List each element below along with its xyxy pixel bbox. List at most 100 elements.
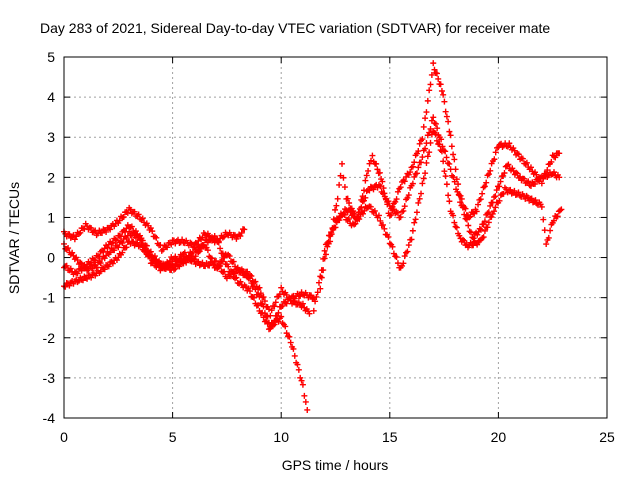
data-point	[492, 204, 499, 211]
axis-ticks: 0 5 10 15 20 25 -4 -3 -2 -1 0 1 2 3 4 5	[43, 49, 615, 445]
data-point	[484, 224, 491, 231]
data-point	[407, 169, 414, 176]
data-point	[469, 234, 476, 241]
plot-frame	[63, 56, 608, 419]
data-point	[419, 180, 426, 187]
data-point	[99, 229, 106, 236]
data-point	[259, 309, 266, 316]
data-point	[506, 140, 513, 147]
data-point	[107, 226, 114, 233]
data-point	[134, 239, 141, 246]
data-point	[97, 260, 104, 267]
data-point	[135, 211, 142, 218]
data-point	[377, 183, 384, 190]
data-point	[430, 60, 437, 67]
data-point	[381, 225, 388, 232]
data-point	[265, 306, 272, 313]
data-point	[438, 88, 445, 95]
data-point	[492, 149, 499, 156]
data-point	[390, 206, 397, 213]
data-point	[274, 312, 281, 319]
data-point	[401, 253, 408, 260]
data-point	[457, 199, 464, 206]
y-tick-label: 4	[47, 89, 55, 105]
data-point	[260, 314, 267, 321]
data-point	[283, 291, 290, 298]
data-point	[408, 236, 415, 243]
data-point	[483, 179, 490, 186]
data-point	[505, 161, 512, 168]
data-point	[146, 253, 153, 260]
data-point	[278, 284, 285, 291]
data-point	[204, 247, 211, 254]
data-point	[467, 229, 474, 236]
data-point	[195, 258, 202, 265]
data-point	[401, 178, 408, 185]
data-point	[63, 262, 70, 269]
data-point	[388, 211, 395, 218]
data-point	[101, 245, 108, 252]
data-point	[413, 209, 420, 216]
data-point	[147, 225, 154, 232]
data-point	[385, 233, 392, 240]
data-point	[453, 224, 460, 231]
data-point	[181, 249, 188, 256]
data-point	[536, 178, 543, 185]
data-point	[545, 172, 552, 179]
data-point	[477, 196, 484, 203]
data-point	[336, 217, 343, 224]
data-point	[137, 232, 144, 239]
data-point	[440, 91, 447, 98]
data-point	[415, 199, 422, 206]
data-point	[132, 228, 139, 235]
data-point	[389, 243, 396, 250]
data-point	[371, 207, 378, 214]
data-point	[442, 108, 449, 115]
data-point	[241, 226, 248, 233]
data-point	[370, 186, 377, 193]
series-trace-e	[310, 60, 563, 314]
grid	[64, 57, 607, 418]
data-point	[131, 208, 138, 215]
data-point	[446, 160, 453, 167]
data-point	[500, 190, 507, 197]
data-point	[478, 226, 485, 233]
data-point	[491, 208, 498, 215]
series-trace-f	[317, 114, 563, 292]
data-point	[366, 187, 373, 194]
data-point	[233, 274, 240, 281]
data-point	[442, 173, 449, 180]
data-point	[310, 307, 317, 314]
x-tick-label: 15	[382, 429, 398, 445]
data-point	[327, 238, 334, 245]
chart-title: Day 283 of 2021, Sidereal Day-to-day VTE…	[40, 20, 550, 36]
data-point	[463, 216, 470, 223]
data-point	[460, 236, 467, 243]
data-point	[341, 211, 348, 218]
data-point	[412, 216, 419, 223]
data-point	[409, 163, 416, 170]
data-point	[380, 185, 387, 192]
data-point	[363, 172, 370, 179]
data-point	[446, 198, 453, 205]
data-point	[554, 213, 561, 220]
x-tick-label: 0	[60, 429, 68, 445]
data-point	[221, 254, 228, 261]
data-point	[217, 245, 224, 252]
data-point	[394, 209, 401, 216]
data-point	[315, 279, 322, 286]
y-tick-label: -4	[43, 410, 56, 426]
data-point	[481, 227, 488, 234]
data-point	[297, 374, 304, 381]
data-point	[66, 282, 73, 289]
data-point	[328, 231, 335, 238]
data-point	[172, 253, 179, 260]
data-point	[441, 98, 448, 105]
data-point	[332, 224, 339, 231]
data-point	[170, 263, 177, 270]
data-point	[399, 208, 406, 215]
data-point	[344, 195, 351, 202]
data-point	[527, 164, 534, 171]
data-point	[168, 241, 175, 248]
